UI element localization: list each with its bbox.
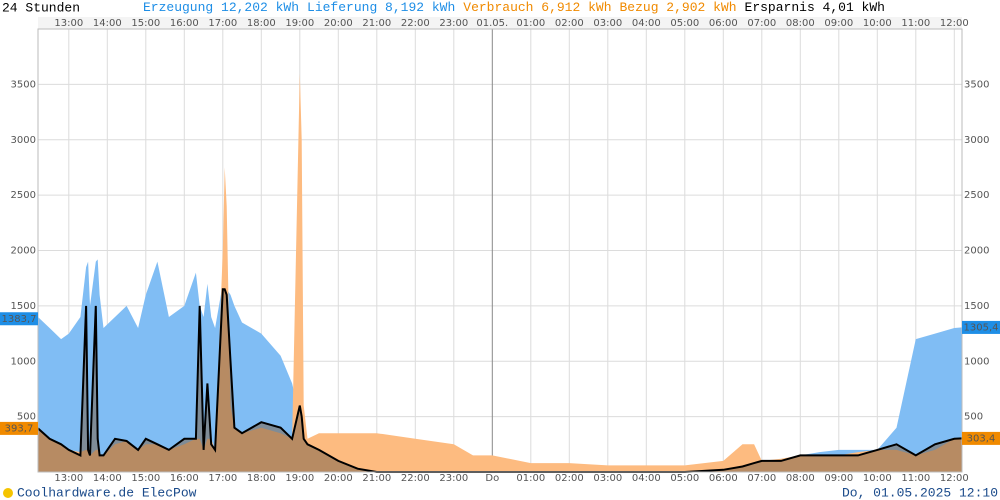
x-tick-label-bottom: 13:00 <box>54 473 83 484</box>
x-tick-label-top: 01.05. <box>476 18 508 29</box>
x-tick-label-bottom: 07:00 <box>747 473 776 484</box>
x-tick-label-top: 22:00 <box>401 18 430 29</box>
y-tick-label-right: 2500 <box>964 190 989 201</box>
x-tick-label-top: 18:00 <box>247 18 276 29</box>
x-tick-label-top: 09:00 <box>824 18 853 29</box>
x-tick-label-top: 06:00 <box>709 18 738 29</box>
x-tick-label-top: 03:00 <box>593 18 622 29</box>
legend-item: Ersparnis 4,01 kWh <box>745 0 885 15</box>
x-tick-label-bottom: 04:00 <box>632 473 661 484</box>
side-label-box <box>0 421 38 435</box>
x-tick-label-top: 12:00 <box>940 18 969 29</box>
logo-icon <box>3 488 13 498</box>
y-tick-label-right: 500 <box>964 412 983 423</box>
top-axis-band <box>38 17 962 29</box>
x-tick-label-bottom: 03:00 <box>593 473 622 484</box>
x-tick-label-bottom: 12:00 <box>940 473 969 484</box>
area-fill <box>38 289 962 472</box>
y-tick-label-right: 3500 <box>964 79 989 90</box>
x-tick-label-bottom: 09:00 <box>824 473 853 484</box>
side-label-box <box>0 312 38 326</box>
x-tick-label-bottom: 18:00 <box>247 473 276 484</box>
x-tick-label-bottom: 16:00 <box>170 473 199 484</box>
x-tick-label-top: 19:00 <box>285 18 314 29</box>
legend-item: Erzeugung 12,202 kWh <box>143 0 299 15</box>
side-label: 1305,4 <box>964 322 999 333</box>
y-tick-label: 3000 <box>11 135 36 146</box>
y-tick-label: 2500 <box>11 190 36 201</box>
x-tick-label-top: 14:00 <box>93 18 122 29</box>
x-tick-label-top: 05:00 <box>670 18 699 29</box>
area <box>38 259 962 472</box>
y-tick-label: 1500 <box>11 301 36 312</box>
x-tick-label-top: 01:00 <box>516 18 545 29</box>
x-tick-label-bottom: 10:00 <box>863 473 892 484</box>
footer-left: Coolhardware.de ElecPow <box>17 485 197 500</box>
x-tick-label-top: 15:00 <box>131 18 160 29</box>
footer-right: Do, 01.05.2025 12:10 <box>842 485 998 500</box>
line <box>37 288 963 473</box>
x-tick-label-top: 13:00 <box>54 18 83 29</box>
side-label: 393,7 <box>5 423 34 434</box>
x-tick-label-top: 23:00 <box>439 18 468 29</box>
legend: Erzeugung 12,202 kWh Lieferung 8,192 kWh V… <box>143 0 885 15</box>
x-tick-label-bottom: 15:00 <box>131 473 160 484</box>
y-tick-label: 2000 <box>11 246 36 257</box>
x-tick-label-bottom: Do <box>485 473 499 484</box>
area <box>38 73 962 473</box>
y-tick-label-right: 3000 <box>964 135 989 146</box>
x-tick-label-top: 02:00 <box>555 18 584 29</box>
x-tick-label-bottom: 08:00 <box>786 473 815 484</box>
x-tick-label-bottom: 23:00 <box>439 473 468 484</box>
x-tick-label-bottom: 21:00 <box>362 473 391 484</box>
y-tick-label: 500 <box>17 412 36 423</box>
legend-item: Verbrauch 6,912 kWh <box>463 0 611 15</box>
y-tick-label: 1000 <box>11 356 36 367</box>
x-tick-label-bottom: 01:00 <box>516 473 545 484</box>
side-label: 1383,7 <box>2 314 37 325</box>
side-label: 303,4 <box>967 433 996 444</box>
legend-item: Bezug 2,902 kWh <box>620 0 737 15</box>
x-tick-label-top: 20:00 <box>324 18 353 29</box>
x-tick-label-top: 16:00 <box>170 18 199 29</box>
x-tick-label-bottom: 05:00 <box>670 473 699 484</box>
x-tick-label-top: 17:00 <box>208 18 237 29</box>
y-tick-label-right: 1500 <box>964 301 989 312</box>
x-tick-label-bottom: 14:00 <box>93 473 122 484</box>
x-tick-label-top: 10:00 <box>863 18 892 29</box>
y-tick-label-right: 1000 <box>964 356 989 367</box>
x-tick-label-bottom: 20:00 <box>324 473 353 484</box>
x-tick-label-bottom: 19:00 <box>285 473 314 484</box>
x-tick-label-bottom: 22:00 <box>401 473 430 484</box>
x-tick-label-top: 11:00 <box>901 18 930 29</box>
x-tick-label-bottom: 06:00 <box>709 473 738 484</box>
x-tick-label-top: 07:00 <box>747 18 776 29</box>
legend-item: Lieferung 8,192 kWh <box>307 0 455 15</box>
x-tick-label-bottom: 02:00 <box>555 473 584 484</box>
x-tick-label-top: 08:00 <box>786 18 815 29</box>
y-tick-label-right: 2000 <box>964 246 989 257</box>
x-tick-label-bottom: 17:00 <box>208 473 237 484</box>
side-label-box <box>962 320 1000 334</box>
header: 24 Stunden <box>2 0 80 15</box>
x-tick-label-bottom: 11:00 <box>901 473 930 484</box>
plot-frame <box>37 28 963 473</box>
side-label-box <box>962 431 1000 445</box>
x-tick-label-top: 04:00 <box>632 18 661 29</box>
y-tick-label: 3500 <box>11 79 36 90</box>
x-tick-label-top: 21:00 <box>362 18 391 29</box>
